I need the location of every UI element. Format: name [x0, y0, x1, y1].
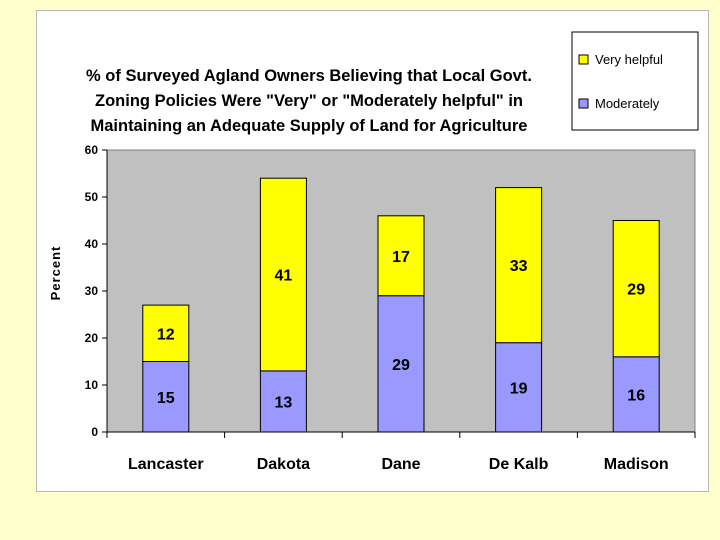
legend-box	[571, 31, 699, 131]
x-category-label: Dakota	[257, 456, 310, 473]
legend-label-moderately: Moderately	[595, 96, 660, 111]
data-label-very-helpful: 41	[275, 268, 293, 285]
bar-moderately	[142, 361, 190, 433]
data-label-moderately: 19	[510, 380, 528, 397]
legend-swatch-very-helpful	[578, 54, 589, 65]
bar-moderately	[495, 342, 543, 433]
bar-moderately	[377, 295, 425, 433]
data-label-very-helpful: 17	[392, 249, 410, 266]
chart-title-line-2: Zoning Policies Were "Very" or "Moderate…	[95, 92, 523, 110]
legend-label-very-helpful: Very helpful	[595, 52, 663, 67]
data-label-very-helpful: 33	[510, 258, 528, 275]
bar-very-helpful	[377, 215, 425, 297]
y-tick-label: 30	[85, 284, 99, 298]
y-axis-title: Percent	[48, 246, 63, 301]
data-label-moderately: 29	[392, 357, 410, 374]
x-category-label: De Kalb	[489, 456, 549, 473]
plot-area: 0 10 20 30 40 50 60 15 12 Lancaster 13 41 Dakota 29 17…	[85, 143, 696, 473]
data-label-moderately: 15	[157, 390, 175, 407]
chart-title-line-1: % of Surveyed Agland Owners Believing th…	[86, 67, 532, 85]
bar-very-helpful	[259, 177, 307, 372]
y-tick-label: 0	[91, 425, 98, 439]
legend-swatch-moderately	[578, 98, 589, 109]
y-tick-label: 50	[85, 190, 99, 204]
data-label-moderately: 13	[275, 394, 293, 411]
chart-frame: % of Surveyed Agland Owners Believing th…	[36, 10, 709, 492]
x-category-label: Dane	[381, 456, 420, 473]
bar-moderately	[612, 356, 660, 433]
y-tick-label: 10	[85, 378, 99, 392]
y-tick-label: 40	[85, 237, 99, 251]
bar-very-helpful	[495, 187, 543, 344]
stacked-bar-chart: % of Surveyed Agland Owners Believing th…	[48, 31, 699, 473]
y-tick-label: 20	[85, 331, 99, 345]
x-category-label: Lancaster	[128, 456, 204, 473]
bar-very-helpful	[142, 304, 190, 363]
legend: Very helpful Moderately	[571, 31, 699, 131]
y-tick-label: 60	[85, 143, 99, 157]
data-label-moderately: 16	[627, 387, 645, 404]
bar-very-helpful	[612, 220, 660, 358]
x-category-label: Madison	[604, 456, 669, 473]
chart-title-line-3: Maintaining an Adequate Supply of Land f…	[91, 117, 528, 135]
bar-moderately	[259, 370, 307, 433]
data-label-very-helpful: 29	[627, 282, 645, 299]
data-label-very-helpful: 12	[157, 326, 175, 343]
chart-title: % of Surveyed Agland Owners Believing th…	[86, 67, 532, 135]
